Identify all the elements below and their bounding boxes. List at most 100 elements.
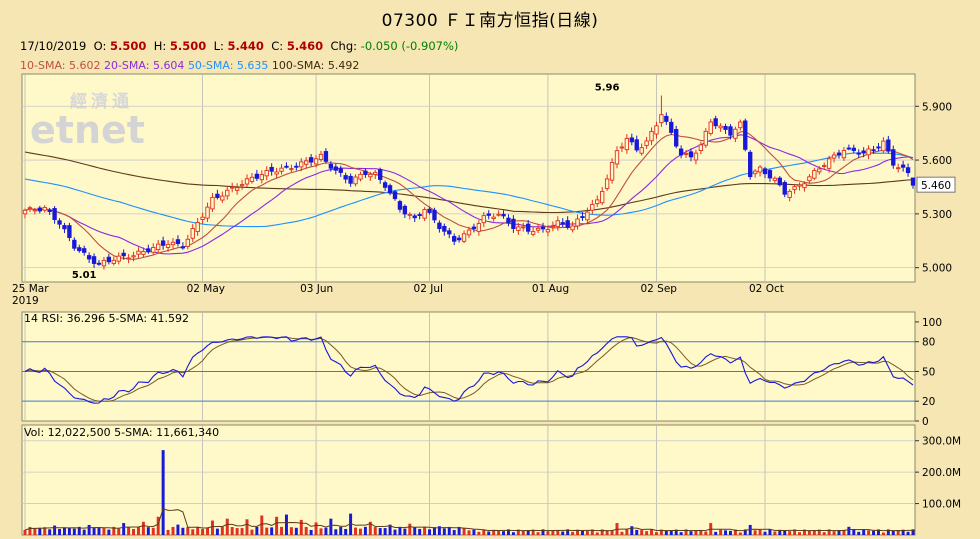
x-year-label: 2019 [12,295,39,307]
volume-bar [294,527,298,535]
volume-bar [857,531,861,535]
volume-bar [87,524,91,535]
candle-body [422,209,427,219]
candle-body [27,207,33,210]
candle-body [170,241,176,246]
candle-body [831,154,837,159]
volume-bar [67,528,71,535]
volume-bar [891,530,895,535]
candle-body [284,165,289,168]
rsi-sma-line [24,336,914,402]
volume-bar [876,529,880,535]
candle-body [540,226,546,230]
volume-bar [309,529,313,535]
volume-bar [442,528,446,535]
candle-body [881,140,886,152]
volume-bar [97,528,101,535]
candle-body [698,144,704,152]
candle-body [659,114,664,124]
volume-bar [127,527,131,535]
candle-body [116,255,121,262]
volume-bar [166,529,170,535]
candle-body [639,147,644,154]
candle-body [585,211,590,221]
volume-bar [117,528,121,535]
volume-bar [28,526,32,535]
volume-bar [580,530,584,535]
volume-bar [210,520,214,535]
volume-bar [807,530,811,535]
volume-bar [664,530,668,535]
candle-body [244,178,250,185]
volume-bar [334,529,338,535]
candle-body [841,149,847,159]
candle-body [160,240,166,246]
candle-body [664,115,669,122]
x-tick-label: 02 Sep [640,283,677,295]
volume-bar [778,529,782,535]
x-tick-label: 02 May [187,283,225,295]
candle-body [141,250,146,255]
volume-bar [886,529,890,535]
candle-body [121,252,126,257]
volume-bar [867,530,871,535]
volume-bar [196,526,200,535]
candle-body [412,215,417,219]
volume-bar [408,523,412,535]
plot-panel-2 [21,311,916,422]
candle-body [210,196,215,210]
volume-bar [354,527,358,535]
volume-bar [640,530,644,535]
rsi-y-tick-label: 50 [922,366,935,378]
volume-bar [275,516,279,535]
candle-body [387,185,393,194]
volume-bar [388,524,392,535]
volume-bar [852,529,856,535]
candle-body [234,187,240,191]
volume-bar [344,528,348,535]
price-y-tick-label: 5.000 [922,263,952,275]
candle-body [254,173,260,179]
candle-body [456,237,462,241]
volume-bar [201,528,205,535]
candle-body [516,226,521,231]
ohlc-close-label: C: [271,39,284,53]
volume-bar [901,529,905,535]
plot-panel-3 [21,424,916,536]
rsi-y-tick-label: 80 [922,337,935,349]
volume-bar [329,518,333,535]
candle-body [703,130,708,146]
volume-bar [506,529,510,535]
volume-bar [526,530,530,535]
candle-body [590,203,595,211]
rsi-y-tick-label: 100 [922,317,942,329]
candle-body [318,153,324,160]
volume-bar [418,528,422,535]
volume-bar [837,530,841,535]
volume-bar [674,529,678,535]
candle-body [629,137,634,143]
volume-bar [802,529,806,535]
sma-legend: 10-SMA: 5.602 20-SMA: 5.604 50-SMA: 5.63… [20,59,359,72]
candle-body [530,231,536,235]
candle-body [304,160,309,165]
volume-bar [689,531,693,535]
volume-bar [650,529,654,535]
volume-bar [43,527,47,535]
candle-body [491,216,496,220]
volume-bar [358,528,362,535]
candle-body [767,170,773,179]
volume-bar [176,524,180,535]
volume-bar [33,528,37,535]
candle-body [392,191,398,200]
volume-bar [719,529,723,535]
ohlc-close-value: 5.460 [286,39,324,53]
volume-bar [467,530,471,535]
rsi-y-tick-label: 0 [922,416,929,428]
candle-body [437,222,442,229]
candle-body [787,190,792,198]
candle-body [289,168,294,171]
volume-bar [181,527,185,535]
sma100-line [24,151,914,214]
candle-body [851,147,856,151]
